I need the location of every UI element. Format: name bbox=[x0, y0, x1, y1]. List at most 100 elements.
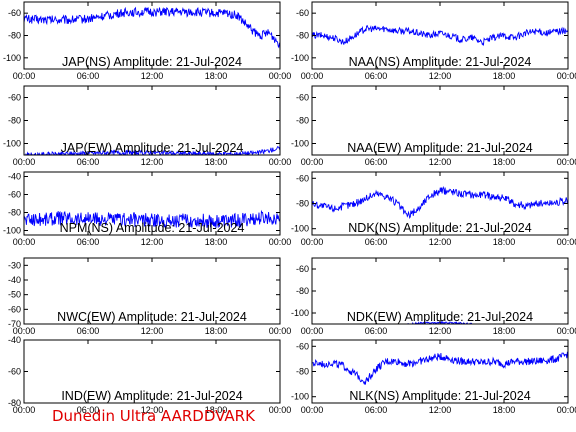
x-tick-label: 18:00 bbox=[205, 157, 228, 167]
y-tick-label: -40 bbox=[8, 335, 21, 345]
y-tick-label: -80 bbox=[8, 208, 21, 218]
y-tick-label: -30 bbox=[8, 260, 21, 270]
series-line bbox=[24, 6, 280, 49]
y-tick-label: -60 bbox=[8, 304, 21, 314]
panel-title: NWC(EW) Amplitude: 21-Jul-2024 bbox=[57, 310, 247, 324]
y-tick-label: -60 bbox=[296, 8, 309, 18]
x-tick-label: 00:00 bbox=[557, 71, 576, 81]
panel-title: NDK(NS) Amplitude: 21-Jul-2024 bbox=[348, 221, 531, 235]
series-line bbox=[312, 24, 568, 47]
x-tick-label: 18:00 bbox=[205, 405, 228, 415]
panel-title: NAA(NS) Amplitude: 21-Jul-2024 bbox=[349, 55, 532, 69]
panel-title: IND(EW) Amplitude: 21-Jul-2024 bbox=[61, 389, 242, 403]
x-tick-label: 00:00 bbox=[301, 405, 324, 415]
x-tick-label: 00:00 bbox=[557, 326, 576, 336]
x-tick-label: 06:00 bbox=[365, 157, 388, 167]
chart-panel-4: 00:00 06:00 12:00 18:00 00:00 -100 -80 -60 NAA(E… bbox=[291, 85, 576, 167]
x-tick-label: 00:00 bbox=[301, 326, 324, 336]
x-tick-label: 12:00 bbox=[429, 237, 452, 247]
panel-title: JAP(NS) Amplitude: 21-Jul-2024 bbox=[62, 55, 242, 69]
credit-text: Dunedin Ultra AARDDVARK bbox=[52, 407, 255, 425]
x-tick-label: 00:00 bbox=[13, 71, 36, 81]
x-tick-label: 12:00 bbox=[429, 405, 452, 415]
x-tick-label: 00:00 bbox=[269, 405, 292, 415]
chart-panel-2: 00:00 06:00 12:00 18:00 00:00 -100 -80 -60 NAA(N… bbox=[291, 1, 576, 81]
y-tick-label: -100 bbox=[291, 139, 309, 149]
x-tick-label: 00:00 bbox=[13, 326, 36, 336]
chart-panel-9: 00:00 06:00 12:00 18:00 00:00-80-60-40IND(EW… bbox=[8, 335, 291, 415]
panel-title: NAA(EW) Amplitude: 21-Jul-2024 bbox=[347, 141, 533, 155]
y-tick-label: -100 bbox=[3, 53, 21, 63]
x-tick-label: 18:00 bbox=[493, 71, 516, 81]
y-tick-label: -70 bbox=[8, 319, 21, 329]
y-tick-label: -80 bbox=[296, 199, 309, 209]
y-tick-label: -60 bbox=[296, 93, 309, 103]
series-line bbox=[312, 185, 568, 219]
y-tick-label: -80 bbox=[296, 31, 309, 41]
chart-panel-6: 00:00 06:00 12:00 18:00 00:00 -100 -80 -60 NDK(N… bbox=[291, 171, 576, 247]
y-tick-label: -80 bbox=[296, 116, 309, 126]
x-tick-label: 12:00 bbox=[141, 71, 164, 81]
chart-panel-10: 00:00 06:00 12:00 18:00 00:00 -100 -80 -60 NLK(N… bbox=[291, 339, 576, 415]
x-tick-label: 06:00 bbox=[77, 157, 100, 167]
x-tick-label: 06:00 bbox=[77, 405, 100, 415]
chart-panel-8: 00:00 06:00 12:00 18:00 00:00 -100 -80 -60 NDK(E… bbox=[291, 257, 576, 336]
y-tick-label: -40 bbox=[8, 275, 21, 285]
x-tick-label: 12:00 bbox=[141, 405, 164, 415]
x-tick-label: 12:00 bbox=[429, 71, 452, 81]
y-tick-label: -60 bbox=[8, 8, 21, 18]
x-tick-label: 06:00 bbox=[365, 405, 388, 415]
x-tick-label: 06:00 bbox=[365, 326, 388, 336]
y-tick-label: -80 bbox=[8, 398, 21, 408]
x-tick-label: 18:00 bbox=[493, 326, 516, 336]
y-tick-label: -80 bbox=[8, 31, 21, 41]
x-tick-label: 00:00 bbox=[13, 157, 36, 167]
series-line bbox=[312, 351, 568, 386]
y-tick-label: -80 bbox=[296, 367, 309, 377]
panel-title: NPM(NS) Amplitude: 21-Jul-2024 bbox=[60, 221, 245, 235]
x-tick-label: 00:00 bbox=[557, 405, 576, 415]
y-tick-label: -60 bbox=[296, 264, 309, 274]
x-tick-label: 06:00 bbox=[365, 237, 388, 247]
x-tick-label: 18:00 bbox=[493, 157, 516, 167]
chart-panel-7: 00:00 06:00 12:00 18:00 00:00-70-60-50-40-30… bbox=[8, 257, 292, 336]
y-tick-label: -50 bbox=[8, 290, 21, 300]
x-tick-label: 12:00 bbox=[141, 326, 164, 336]
y-tick-label: -40 bbox=[8, 172, 21, 182]
x-tick-label: 06:00 bbox=[77, 326, 100, 336]
y-tick-label: -100 bbox=[291, 308, 309, 318]
chart-panel-3: 00:00 06:00 12:00 18:00 00:00 -100 -80 -60 JAP(E… bbox=[3, 85, 292, 167]
x-tick-label: 18:00 bbox=[493, 405, 516, 415]
x-tick-label: 00:00 bbox=[269, 326, 292, 336]
x-tick-label: 18:00 bbox=[205, 326, 228, 336]
x-tick-label: 12:00 bbox=[141, 157, 164, 167]
x-tick-label: 00:00 bbox=[301, 71, 324, 81]
x-tick-label: 06:00 bbox=[365, 71, 388, 81]
y-tick-label: -60 bbox=[8, 93, 21, 103]
x-tick-label: 00:00 bbox=[269, 71, 292, 81]
x-tick-label: 00:00 bbox=[557, 237, 576, 247]
x-tick-label: 06:00 bbox=[77, 237, 100, 247]
x-tick-label: 12:00 bbox=[141, 237, 164, 247]
y-tick-label: -60 bbox=[8, 190, 21, 200]
y-tick-label: -60 bbox=[296, 341, 309, 351]
y-tick-label: -100 bbox=[291, 224, 309, 234]
x-tick-label: 00:00 bbox=[13, 237, 36, 247]
panel-title: NDK(EW) Amplitude: 21-Jul-2024 bbox=[347, 310, 533, 324]
x-tick-label: 00:00 bbox=[301, 157, 324, 167]
y-tick-label: -80 bbox=[296, 286, 309, 296]
chart-panel-5: 00:00 06:00 12:00 18:00 00:00-100-80-60-40NP… bbox=[3, 171, 292, 247]
y-tick-label: -100 bbox=[291, 53, 309, 63]
y-tick-label: -80 bbox=[8, 116, 21, 126]
x-tick-label: 12:00 bbox=[429, 326, 452, 336]
x-tick-label: 00:00 bbox=[269, 157, 292, 167]
y-tick-label: -60 bbox=[8, 367, 21, 377]
x-tick-label: 18:00 bbox=[205, 71, 228, 81]
x-tick-label: 00:00 bbox=[269, 237, 292, 247]
y-tick-label: -100 bbox=[3, 226, 21, 236]
x-tick-label: 18:00 bbox=[493, 237, 516, 247]
chart-panel-1: 00:00 06:00 12:00 18:00 00:00 -100 -80 -60 JAP(N… bbox=[3, 1, 292, 81]
x-tick-label: 00:00 bbox=[13, 405, 36, 415]
y-tick-label: -100 bbox=[3, 139, 21, 149]
